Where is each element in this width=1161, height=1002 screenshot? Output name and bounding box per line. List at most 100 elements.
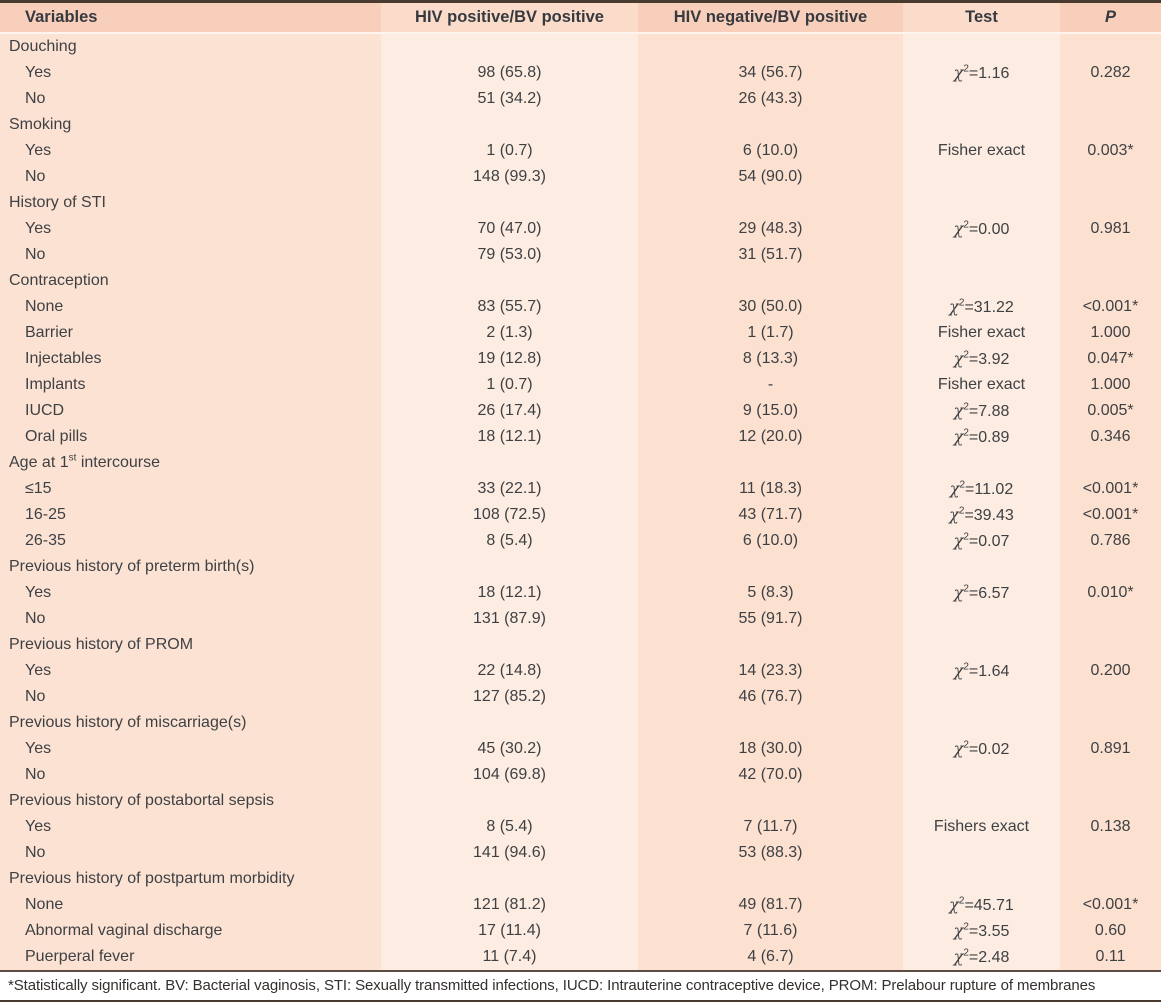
table-row: Injectables 19 (12.8) 8 (13.3) χ2=3.92 0.047… <box>0 346 1161 372</box>
test-value <box>903 684 1060 710</box>
variable-label: No <box>0 762 381 788</box>
empty-cell <box>1060 788 1161 814</box>
p-value: <0.001* <box>1060 476 1161 502</box>
empty-cell <box>903 450 1060 476</box>
variable-label: Yes <box>0 216 381 242</box>
p-value: 0.047* <box>1060 346 1161 372</box>
variable-label: Barrier <box>0 320 381 346</box>
test-value: Fisher exact <box>903 372 1060 398</box>
p-value <box>1060 606 1161 632</box>
p-value: 0.60 <box>1060 918 1161 944</box>
p-value <box>1060 86 1161 112</box>
test-value <box>903 86 1060 112</box>
table-row: No 148 (99.3) 54 (90.0) <box>0 164 1161 190</box>
section-label: Contraception <box>0 268 381 294</box>
empty-cell <box>638 450 903 476</box>
test-value <box>903 242 1060 268</box>
hiv-negative-value: 8 (13.3) <box>638 346 903 372</box>
p-value: 0.282 <box>1060 60 1161 86</box>
empty-cell <box>903 33 1060 60</box>
table-row: None 83 (55.7) 30 (50.0) χ2=31.22 <0.001* <box>0 294 1161 320</box>
empty-cell <box>903 190 1060 216</box>
statistics-table: Variables HIV positive/BV positive HIV n… <box>0 3 1161 970</box>
test-value: χ2=3.92 <box>903 346 1060 372</box>
empty-cell <box>1060 190 1161 216</box>
test-value: χ2=0.07 <box>903 528 1060 554</box>
column-header-test: Test <box>903 3 1060 34</box>
hiv-negative-value: 54 (90.0) <box>638 164 903 190</box>
hiv-positive-value: 121 (81.2) <box>381 892 638 918</box>
empty-cell <box>381 190 638 216</box>
table-row: Yes 8 (5.4) 7 (11.7) Fishers exact 0.138 <box>0 814 1161 840</box>
test-value: χ2=2.48 <box>903 944 1060 970</box>
variable-label: No <box>0 164 381 190</box>
variable-label: Oral pills <box>0 424 381 450</box>
section-label: Previous history of miscarriage(s) <box>0 710 381 736</box>
table-row: 16-25 108 (72.5) 43 (71.7) χ2=39.43 <0.001* <box>0 502 1161 528</box>
p-value: 0.11 <box>1060 944 1161 970</box>
p-value <box>1060 242 1161 268</box>
table-row: No 141 (94.6) 53 (88.3) <box>0 840 1161 866</box>
variable-label: Yes <box>0 580 381 606</box>
p-value: 0.786 <box>1060 528 1161 554</box>
hiv-positive-value: 131 (87.9) <box>381 606 638 632</box>
section-row: Previous history of postabortal sepsis <box>0 788 1161 814</box>
p-value: 1.000 <box>1060 320 1161 346</box>
column-header-hiv-negative: HIV negative/BV positive <box>638 3 903 34</box>
table-row: IUCD 26 (17.4) 9 (15.0) χ2=7.88 0.005* <box>0 398 1161 424</box>
chi-square-symbol: χ <box>949 478 960 498</box>
test-value <box>903 840 1060 866</box>
empty-cell <box>1060 710 1161 736</box>
variable-label: Injectables <box>0 346 381 372</box>
bottom-rule <box>0 1000 1161 1002</box>
table-row: Yes 1 (0.7) 6 (10.0) Fisher exact 0.003* <box>0 138 1161 164</box>
empty-cell <box>381 788 638 814</box>
hiv-positive-value: 22 (14.8) <box>381 658 638 684</box>
empty-cell <box>1060 866 1161 892</box>
empty-cell <box>381 450 638 476</box>
test-value: χ2=3.55 <box>903 918 1060 944</box>
test-value: Fishers exact <box>903 814 1060 840</box>
hiv-positive-value: 83 (55.7) <box>381 294 638 320</box>
hiv-positive-value: 18 (12.1) <box>381 580 638 606</box>
empty-cell <box>1060 554 1161 580</box>
variable-label: Implants <box>0 372 381 398</box>
section-row: Smoking <box>0 112 1161 138</box>
hiv-negative-value: 5 (8.3) <box>638 580 903 606</box>
empty-cell <box>638 788 903 814</box>
hiv-negative-value: 46 (76.7) <box>638 684 903 710</box>
table-row: Yes 70 (47.0) 29 (48.3) χ2=0.00 0.981 <box>0 216 1161 242</box>
column-header-variables: Variables <box>0 3 381 34</box>
p-value: 0.981 <box>1060 216 1161 242</box>
test-value: χ2=7.88 <box>903 398 1060 424</box>
variable-label: 16-25 <box>0 502 381 528</box>
hiv-negative-value: 42 (70.0) <box>638 762 903 788</box>
hiv-negative-value: 53 (88.3) <box>638 840 903 866</box>
hiv-positive-value: 148 (99.3) <box>381 164 638 190</box>
empty-cell <box>381 632 638 658</box>
empty-cell <box>381 554 638 580</box>
empty-cell <box>638 112 903 138</box>
variable-label: No <box>0 606 381 632</box>
test-value: χ2=45.71 <box>903 892 1060 918</box>
test-value: χ2=39.43 <box>903 502 1060 528</box>
variable-label: 26-35 <box>0 528 381 554</box>
p-value <box>1060 164 1161 190</box>
table-body: Douching Yes 98 (65.8) 34 (56.7) χ2=1.16 0.28… <box>0 33 1161 970</box>
p-value: 1.000 <box>1060 372 1161 398</box>
empty-cell <box>638 632 903 658</box>
hiv-positive-value: 104 (69.8) <box>381 762 638 788</box>
hiv-positive-value: 1 (0.7) <box>381 372 638 398</box>
table-footnote: *Statistically significant. BV: Bacteria… <box>0 972 1161 1000</box>
hiv-positive-value: 19 (12.8) <box>381 346 638 372</box>
table-row: Yes 22 (14.8) 14 (23.3) χ2=1.64 0.200 <box>0 658 1161 684</box>
p-value: 0.003* <box>1060 138 1161 164</box>
table-row: Yes 98 (65.8) 34 (56.7) χ2=1.16 0.282 <box>0 60 1161 86</box>
hiv-positive-value: 127 (85.2) <box>381 684 638 710</box>
variable-label: No <box>0 840 381 866</box>
hiv-positive-value: 108 (72.5) <box>381 502 638 528</box>
hiv-negative-value: 9 (15.0) <box>638 398 903 424</box>
hiv-positive-value: 2 (1.3) <box>381 320 638 346</box>
test-value <box>903 164 1060 190</box>
